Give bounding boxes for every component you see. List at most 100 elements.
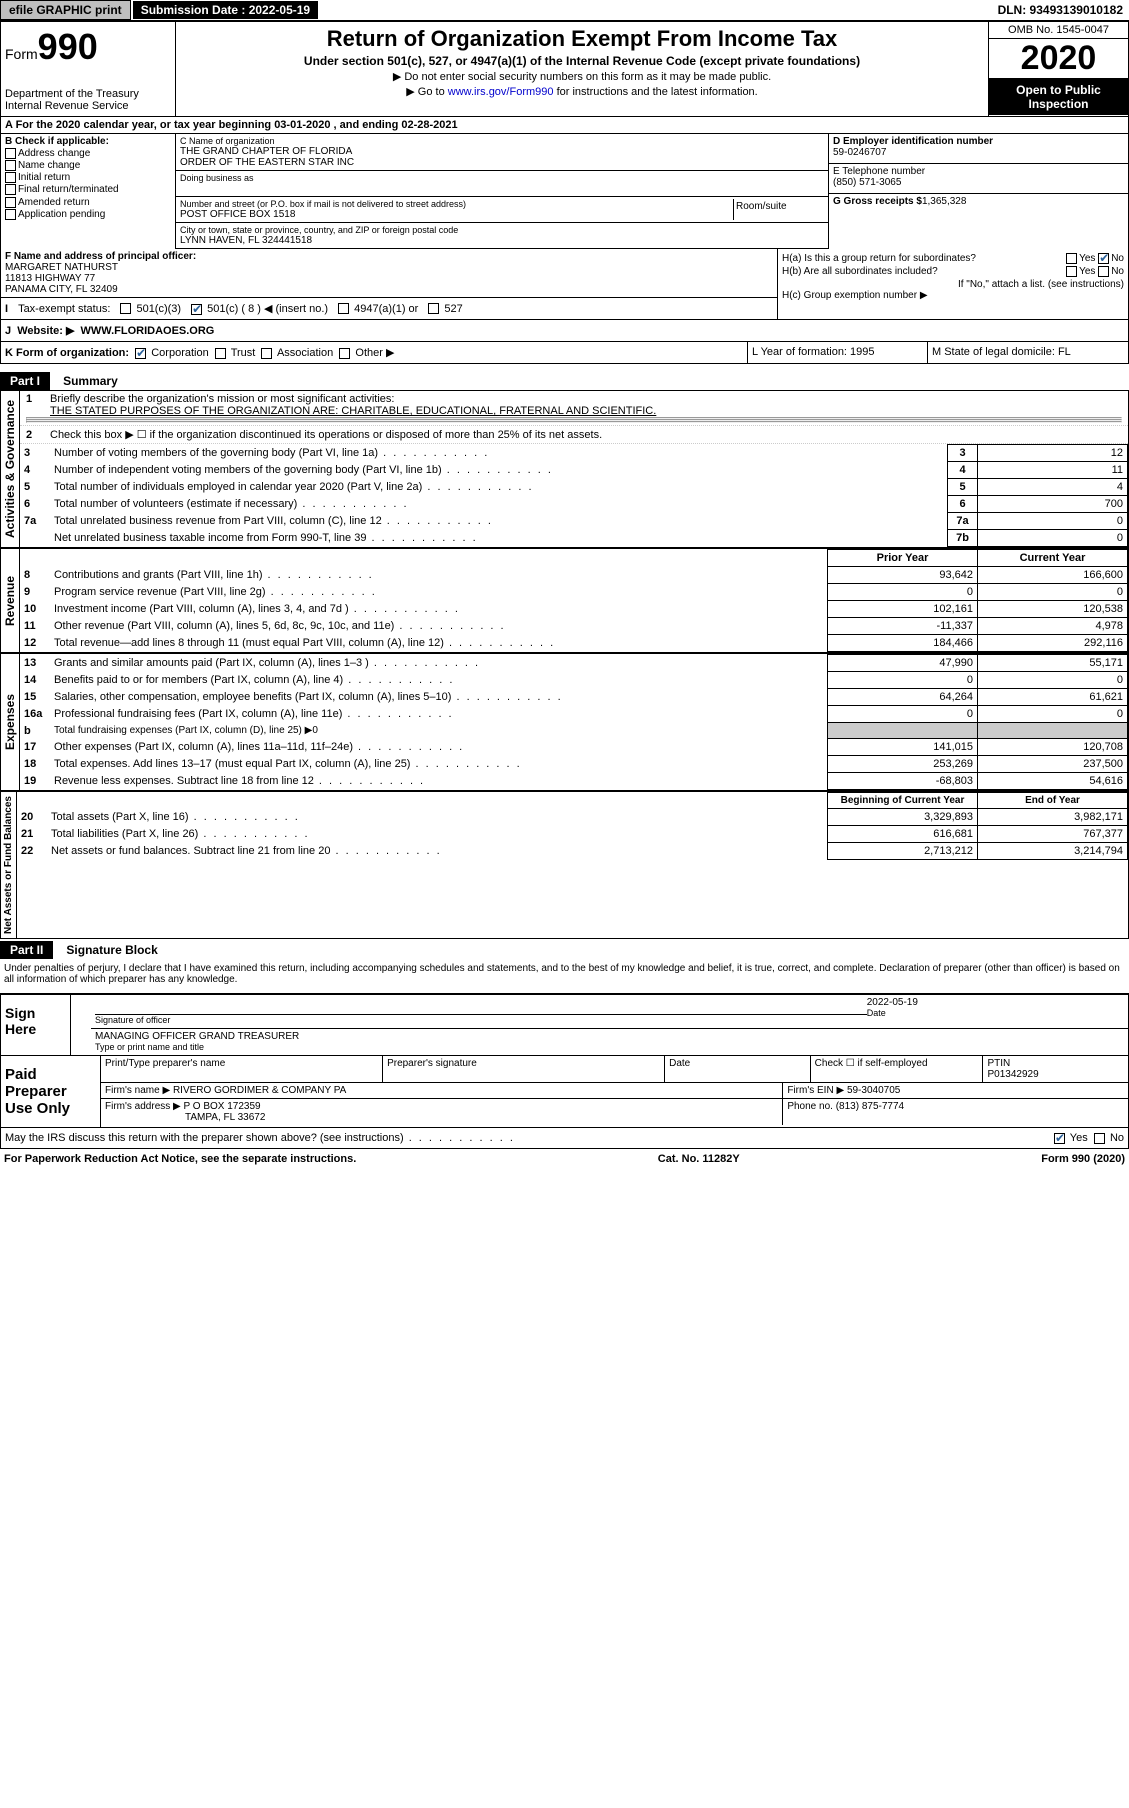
vert-expenses: Expenses xyxy=(0,653,20,791)
paid-preparer-label: Paid Preparer Use Only xyxy=(1,1056,101,1127)
sig-date: 2022-05-19 xyxy=(867,997,1124,1008)
col-c: C Name of organization THE GRAND CHAPTER… xyxy=(176,134,828,249)
officer-addr1: 11813 HIGHWAY 77 xyxy=(5,273,773,284)
cb-assoc[interactable]: Association xyxy=(261,347,333,359)
header-mid: Return of Organization Exempt From Incom… xyxy=(176,22,988,116)
gross-receipts: 1,365,328 xyxy=(922,196,967,207)
form-ref: Form 990 (2020) xyxy=(1041,1153,1125,1165)
revenue-table: Prior YearCurrent Year8Contributions and… xyxy=(20,549,1128,652)
governance-section: Activities & Governance 1Briefly describ… xyxy=(0,390,1129,548)
cb-501c3[interactable]: 501(c)(3) xyxy=(120,303,181,315)
telephone-box: E Telephone number (850) 571-3065 xyxy=(829,164,1128,194)
efile-button[interactable]: efile GRAPHIC print xyxy=(0,0,131,20)
form-note1: ▶ Do not enter social security numbers o… xyxy=(180,70,984,83)
year-formation: L Year of formation: 1995 xyxy=(748,342,928,363)
cb-4947[interactable]: 4947(a)(1) or xyxy=(338,303,418,315)
row-a-tax-year: A For the 2020 calendar year, or tax yea… xyxy=(0,117,1129,134)
header-left: Form990 Department of the Treasury Inter… xyxy=(1,22,176,116)
city-box: City or town, state or province, country… xyxy=(176,223,828,249)
top-bar: efile GRAPHIC print Submission Date : 20… xyxy=(0,0,1129,21)
form990-link[interactable]: www.irs.gov/Form990 xyxy=(448,86,554,98)
self-employed[interactable]: Check ☐ if self-employed xyxy=(811,1056,984,1082)
perjury-text: Under penalties of perjury, I declare th… xyxy=(0,959,1129,989)
cb-501c[interactable]: 501(c) ( 8 ) ◀ (insert no.) xyxy=(191,302,328,315)
cb-initial-return[interactable]: Initial return xyxy=(5,172,171,183)
discuss-row: May the IRS discuss this return with the… xyxy=(0,1128,1129,1149)
officer-addr2: PANAMA CITY, FL 32409 xyxy=(5,284,773,295)
expenses-table: 13Grants and similar amounts paid (Part … xyxy=(20,654,1128,790)
signature-block: Sign Here Signature of officer 2022-05-1… xyxy=(0,993,1129,1128)
hb-line: H(b) Are all subordinates included? Yes … xyxy=(782,266,1124,277)
vert-netassets: Net Assets or Fund Balances xyxy=(0,791,17,939)
sign-here-label: Sign Here xyxy=(1,995,71,1055)
col-d: D Employer identification number 59-0246… xyxy=(828,134,1128,249)
discuss-yes[interactable] xyxy=(1054,1133,1065,1144)
part2-title: Signature Block xyxy=(66,943,157,957)
governance-table: 3Number of voting members of the governi… xyxy=(20,444,1128,547)
website-url: WWW.FLORIDAOES.ORG xyxy=(81,325,215,337)
mission: THE STATED PURPOSES OF THE ORGANIZATION … xyxy=(50,405,656,417)
k-form-row: K Form of organization: Corporation Trus… xyxy=(0,342,1129,364)
part1-header: Part I xyxy=(0,372,50,390)
vert-revenue: Revenue xyxy=(0,548,20,653)
firm-name: RIVERO GORDIMER & COMPANY PA xyxy=(173,1085,346,1096)
dept-treasury: Department of the Treasury Internal Reve… xyxy=(5,88,171,112)
col-f-officer: F Name and address of principal officer:… xyxy=(1,249,778,319)
revenue-section: Revenue Prior YearCurrent Year8Contribut… xyxy=(0,548,1129,653)
cb-address-change[interactable]: Address change xyxy=(5,148,171,159)
cb-app-pending[interactable]: Application pending xyxy=(5,209,171,220)
street-box: Number and street (or P.O. box if mail i… xyxy=(176,197,828,223)
street-address: POST OFFICE BOX 1518 xyxy=(180,209,733,220)
cb-corp[interactable]: Corporation xyxy=(135,347,209,359)
discuss-no[interactable] xyxy=(1094,1133,1105,1144)
open-inspection: Open to Public Inspection xyxy=(989,79,1128,115)
firm-addr: P O BOX 172359 xyxy=(184,1101,261,1112)
expenses-section: Expenses 13Grants and similar amounts pa… xyxy=(0,653,1129,791)
cb-trust[interactable]: Trust xyxy=(215,347,256,359)
form-label: Form xyxy=(5,46,38,62)
form-subtitle: Under section 501(c), 527, or 4947(a)(1)… xyxy=(180,54,984,68)
hb-note: If "No," attach a list. (see instruction… xyxy=(782,279,1124,290)
telephone: (850) 571-3065 xyxy=(833,177,1124,188)
paperwork-notice: For Paperwork Reduction Act Notice, see … xyxy=(4,1153,356,1165)
ha-line: H(a) Is this a group return for subordin… xyxy=(782,253,1124,264)
header-right: OMB No. 1545-0047 2020 Open to Public In… xyxy=(988,22,1128,116)
officer-name: MARGARET NATHURST xyxy=(5,262,773,273)
org-name: THE GRAND CHAPTER OF FLORIDA ORDER OF TH… xyxy=(180,146,824,168)
ein: 59-0246707 xyxy=(833,147,1124,158)
firm-ein: 59-3040705 xyxy=(847,1085,900,1096)
section-b: B Check if applicable: Address change Na… xyxy=(0,134,1129,249)
page-footer: For Paperwork Reduction Act Notice, see … xyxy=(0,1149,1129,1169)
section-fh: F Name and address of principal officer:… xyxy=(0,249,1129,320)
cat-no: Cat. No. 11282Y xyxy=(658,1153,740,1165)
tax-year: 2020 xyxy=(989,39,1128,79)
hc-line: H(c) Group exemption number ▶ xyxy=(782,290,1124,301)
cb-final-return[interactable]: Final return/terminated xyxy=(5,184,171,195)
room-suite: Room/suite xyxy=(734,199,824,220)
cb-name-change[interactable]: Name change xyxy=(5,160,171,171)
b-label: B Check if applicable: xyxy=(5,136,171,147)
line2: 2Check this box ▶ ☐ if the organization … xyxy=(20,426,1128,444)
cb-527[interactable]: 527 xyxy=(428,303,462,315)
col-h: H(a) Is this a group return for subordin… xyxy=(778,249,1128,319)
part1-title: Summary xyxy=(63,374,118,388)
dln: DLN: 93493139010182 xyxy=(992,1,1129,19)
omb-number: OMB No. 1545-0047 xyxy=(989,22,1128,39)
cb-amended[interactable]: Amended return xyxy=(5,197,171,208)
org-name-box: C Name of organization THE GRAND CHAPTER… xyxy=(176,134,828,171)
netassets-section: Net Assets or Fund Balances Beginning of… xyxy=(0,791,1129,939)
firm-phone: (813) 875-7774 xyxy=(836,1101,904,1112)
form-note2: ▶ Go to www.irs.gov/Form990 for instruct… xyxy=(180,85,984,98)
vert-governance: Activities & Governance xyxy=(0,390,20,548)
gross-receipts-box: G Gross receipts $1,365,328 xyxy=(829,194,1128,224)
dba-box: Doing business as xyxy=(176,171,828,197)
form-header: Form990 Department of the Treasury Inter… xyxy=(0,21,1129,117)
website-row: J Website: ▶ WWW.FLORIDAOES.ORG xyxy=(0,320,1129,342)
ptin: P01342929 xyxy=(987,1069,1038,1080)
part2-header: Part II xyxy=(0,941,53,959)
i-label: I xyxy=(5,303,8,315)
form-number: 990 xyxy=(38,26,98,67)
form-title: Return of Organization Exempt From Incom… xyxy=(180,26,984,52)
cb-other[interactable]: Other ▶ xyxy=(339,347,394,359)
netassets-table: Beginning of Current YearEnd of Year20To… xyxy=(17,792,1128,860)
